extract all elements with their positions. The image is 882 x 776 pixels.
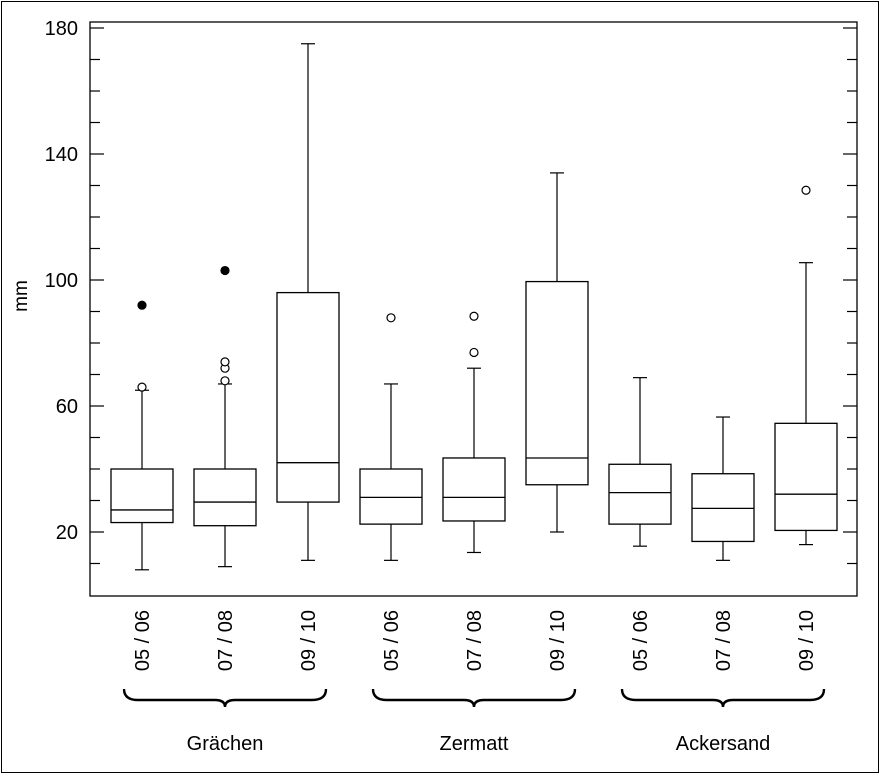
box-iqr [193, 468, 257, 527]
x-tick-label: 07 / 08 [464, 610, 486, 671]
box-ackersand-0910 [774, 185, 838, 546]
x-tick-label: 05 / 06 [630, 610, 652, 671]
box-iqr [442, 457, 506, 522]
box-ackersand-0506 [608, 377, 672, 547]
y-tick-label: 180 [45, 18, 78, 40]
x-tick-label: 09 / 10 [796, 610, 818, 671]
group-label: Zermatt [440, 733, 509, 755]
outlier-open [220, 376, 230, 386]
box-grchen-0910 [276, 43, 340, 561]
outlier-filled [220, 265, 230, 276]
box-iqr [525, 280, 589, 486]
x-tick-label: 09 / 10 [547, 610, 569, 671]
y-axis: 20 60 100 140 180 [45, 18, 857, 565]
group-brace [620, 688, 826, 708]
group-brace [371, 688, 577, 708]
y-tick-label: 140 [45, 144, 78, 166]
y-tick-label: 100 [45, 270, 78, 292]
box-series [110, 43, 838, 571]
x-tick-label: 07 / 08 [215, 610, 237, 671]
group-labels: Grächen Zermatt Ackersand [122, 688, 826, 755]
box-iqr [110, 468, 174, 524]
outlier-open [386, 313, 396, 323]
x-axis-labels: 05 / 06 07 / 08 09 / 10 05 / 06 07 / 08 09 / … [132, 610, 818, 671]
box-iqr [359, 468, 423, 525]
x-tick-label: 07 / 08 [713, 610, 735, 671]
outlier-open [469, 347, 479, 358]
group-label: Grächen [187, 733, 264, 755]
box-grchen-0708 [193, 265, 257, 568]
box-ackersand-0708 [691, 416, 755, 561]
box-grchen-0506 [110, 300, 174, 571]
box-zermatt-0708 [442, 311, 506, 554]
box-iqr [608, 463, 672, 525]
box-iqr [691, 473, 755, 543]
outlier-open [469, 311, 479, 321]
group-brace [122, 688, 328, 708]
outlier-open [220, 357, 230, 367]
plot-area-border [89, 21, 858, 597]
box-iqr [276, 291, 340, 503]
outlier-open [137, 382, 147, 392]
group-label: Ackersand [676, 733, 771, 755]
x-tick-label: 05 / 06 [381, 610, 403, 671]
y-axis-title: mm [11, 280, 32, 312]
y-tick-label: 60 [56, 396, 78, 418]
box-iqr [774, 422, 838, 532]
box-zermatt-0506 [359, 313, 423, 561]
outlier-filled [137, 300, 147, 310]
outlier-open [801, 185, 811, 195]
box-zermatt-0910 [525, 172, 589, 533]
x-tick-label: 05 / 06 [132, 610, 154, 671]
y-tick-label: 20 [56, 522, 78, 544]
x-tick-label: 09 / 10 [298, 610, 320, 671]
